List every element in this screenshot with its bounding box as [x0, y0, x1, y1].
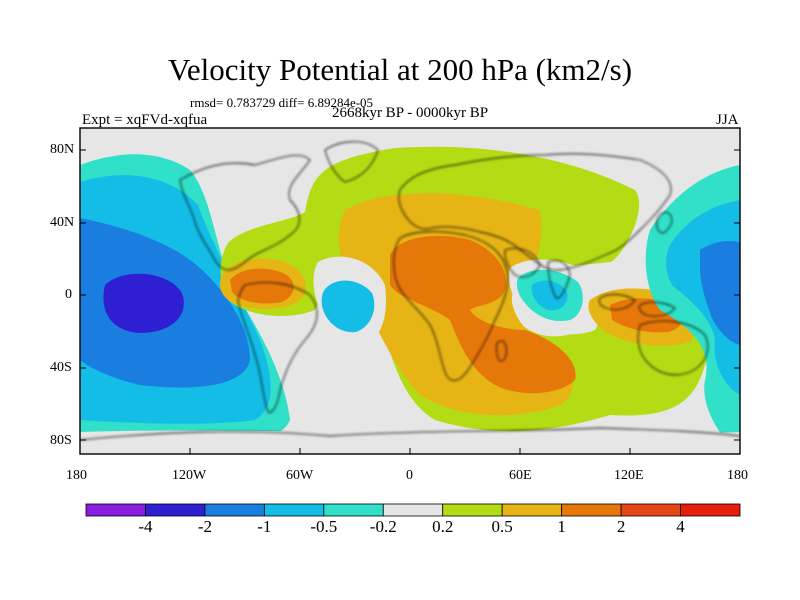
season-label: JJA [716, 112, 739, 128]
colorbar-label: 1 [557, 517, 566, 536]
lat-tick-label: 40S [50, 360, 72, 375]
lon-tick-marks [79, 448, 741, 454]
lon-tick-label: 180 [66, 468, 87, 483]
contour-blue-westpacific [700, 240, 740, 345]
contour-neutral-antarctic [80, 430, 740, 454]
colorbar-swatch [442, 503, 503, 517]
colorbar-swatch [501, 503, 563, 517]
colorbar-label: 0.2 [432, 517, 454, 536]
colorbar-label: -4 [138, 517, 153, 536]
contour-orange-africa [390, 235, 576, 394]
lon-tick-label: 60E [509, 468, 532, 483]
colorbar-swatch [204, 503, 265, 517]
colorbar-swatch [85, 503, 146, 517]
experiment-label: Expt = xqFVd-xqfua [82, 112, 208, 128]
lon-tick-label: 120E [614, 468, 644, 483]
map-title: Velocity Potential at 200 hPa (km2/s) [167, 52, 633, 87]
lat-tick-label: 0 [65, 287, 72, 302]
period-text: 2668kyr BP - 0000kyr BP [331, 105, 489, 121]
contour-darkblue-pacific [103, 273, 184, 333]
colorbar-label: 2 [616, 517, 626, 536]
colorbar-swatch [145, 503, 206, 517]
lat-tick-marks [80, 149, 740, 441]
colorbar-label: -0.2 [369, 517, 397, 536]
contour-field [80, 128, 740, 454]
coastlines [80, 141, 740, 441]
colorbar [85, 503, 741, 517]
contour-lightblue-indian [531, 280, 568, 311]
colorbar-label: -0.5 [310, 517, 338, 536]
lon-tick-label: 180 [727, 468, 748, 483]
colorbar-label: -1 [257, 517, 272, 536]
colorbar-swatch [680, 503, 741, 517]
contour-lightblue-atlantic [321, 280, 375, 333]
colorbar-swatch [561, 503, 622, 517]
colorbar-label: 0.5 [491, 517, 513, 536]
colorbar-label: -2 [197, 517, 212, 536]
stats-text: rmsd= 0.783729 diff= 6.89284e-05 [190, 95, 374, 110]
colorbar-swatch [620, 503, 681, 517]
lon-tick-label: 0 [406, 468, 413, 483]
contour-orange-americas [230, 268, 294, 304]
colorbar-swatch [263, 503, 325, 517]
colorbar-swatch [382, 503, 444, 517]
colorbar-label: 4 [676, 517, 685, 536]
lat-tick-label: 40N [50, 215, 75, 230]
colorbar-swatch [323, 503, 384, 517]
lat-tick-label: 80N [50, 142, 75, 157]
lat-tick-label: 80S [50, 433, 72, 448]
lon-tick-label: 120W [172, 468, 207, 483]
lon-tick-label: 60W [286, 468, 314, 483]
